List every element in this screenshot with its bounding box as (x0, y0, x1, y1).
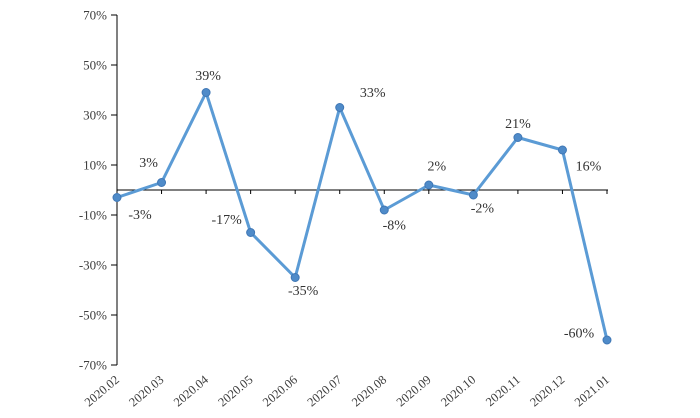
data-label: -60% (564, 327, 595, 342)
data-point-marker (602, 335, 612, 345)
y-axis-tick-label: -10% (79, 208, 107, 223)
x-axis-tick-label: 2021.01 (572, 373, 612, 410)
x-axis-tick-label: 2020.12 (527, 373, 567, 410)
y-axis-tick-label: 70% (83, 8, 107, 23)
y-axis-tick-label: 10% (83, 158, 107, 173)
y-axis-tick-label: 50% (83, 58, 107, 73)
data-point-marker (424, 180, 434, 190)
data-point-marker (201, 88, 211, 97)
data-label: 2% (427, 160, 446, 175)
data-label: 3% (139, 156, 158, 171)
data-label: 16% (576, 160, 602, 175)
data-point-marker (290, 273, 300, 282)
x-axis-tick-label: 2020.03 (126, 373, 166, 410)
data-label: -2% (471, 202, 495, 217)
y-axis-tick-label: -70% (79, 358, 107, 373)
data-label: -17% (211, 213, 242, 228)
y-axis-tick-label: -30% (79, 258, 107, 273)
data-point-marker (112, 193, 122, 202)
x-axis-tick-label: 2020.07 (305, 373, 345, 410)
data-label: -8% (383, 219, 407, 234)
x-axis-tick-label: 2020.04 (171, 372, 212, 409)
x-axis-tick-label: 2020.08 (349, 373, 389, 410)
data-point-marker (513, 133, 523, 142)
x-axis-tick-label: 2020.02 (82, 373, 122, 410)
data-label: -35% (288, 284, 319, 299)
series-line (115, 91, 609, 342)
data-label: 33% (360, 86, 386, 101)
data-point-marker (468, 190, 478, 200)
x-axis-tick-label: 2020.09 (394, 373, 434, 410)
y-axis-tick-label: -50% (79, 308, 107, 323)
data-point-marker (335, 103, 345, 112)
data-label: 21% (505, 117, 531, 132)
data-point-marker (379, 205, 389, 215)
data-point-marker (157, 178, 167, 187)
data-label: 39% (195, 69, 221, 84)
data-point-marker (246, 228, 256, 237)
data-point-marker (557, 145, 567, 155)
data-label: -3% (128, 208, 152, 223)
x-axis-tick-label: 2020.06 (260, 373, 300, 410)
x-axis-tick-label: 2020.05 (215, 373, 255, 410)
x-axis-tick-label: 2020.10 (438, 373, 478, 410)
x-axis-tick-label: 2020.11 (483, 373, 523, 410)
y-axis-tick-label: 30% (83, 108, 107, 123)
